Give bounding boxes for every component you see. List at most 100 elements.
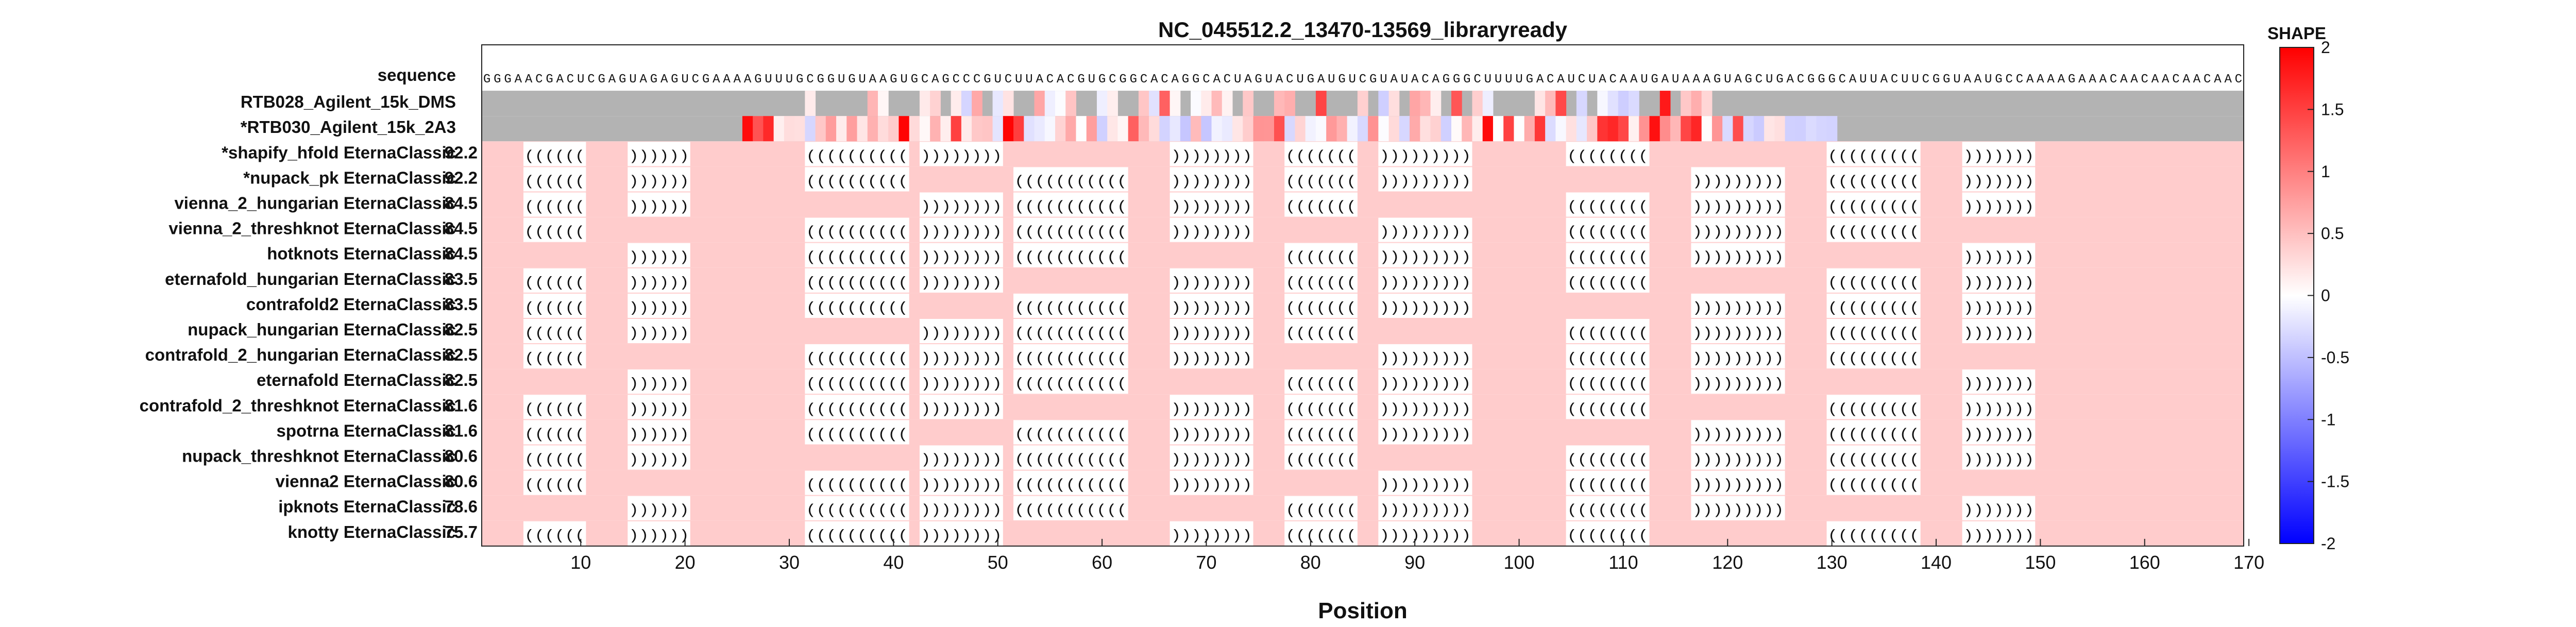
sequence-letter: G	[1182, 73, 1189, 87]
x-tick-label: 130	[1817, 552, 1848, 573]
sequence-letter: C	[1140, 73, 1147, 87]
paired-segment	[1013, 192, 1128, 217]
sequence-letter: A	[608, 73, 616, 87]
sequence-letter: U	[1484, 73, 1492, 87]
paired-segment	[1170, 217, 1253, 242]
paired-segment	[1378, 142, 1472, 166]
reactivity-cell	[1315, 91, 1327, 116]
paired-segment	[1566, 142, 1650, 166]
reactivity-cell	[919, 116, 930, 142]
paired-segment	[1284, 142, 1358, 166]
row-score: 92.2	[445, 143, 478, 162]
dot-bracket-segment: ))))))	[629, 174, 689, 190]
reactivity-cell	[794, 116, 805, 142]
sequence-letter: A	[1703, 73, 1711, 87]
reactivity-cell	[961, 116, 972, 142]
paired-segment	[1691, 293, 1785, 318]
sequence-letter: A	[660, 73, 668, 87]
reactivity-cell	[1430, 116, 1442, 142]
sequence-letter: U	[1088, 73, 1095, 87]
dot-bracket-segment: (((((((	[1285, 275, 1357, 291]
reactivity-cell	[1743, 116, 1754, 142]
sequence-letter: A	[2099, 73, 2107, 87]
paired-segment	[919, 344, 1003, 369]
dot-bracket-segment: )))))))	[1963, 326, 2035, 342]
reactivity-cell	[888, 116, 899, 142]
reactivity-cell	[992, 116, 1004, 142]
dot-bracket-segment: (((((((((((	[1014, 250, 1127, 266]
reactivity-cell	[1576, 116, 1587, 142]
x-tick-label: 10	[570, 552, 591, 573]
paired-segment	[523, 521, 586, 546]
reactivity-cell	[1368, 116, 1379, 142]
reactivity-cell	[972, 116, 982, 142]
paired-segment	[805, 243, 909, 267]
sequence-letter: C	[1473, 73, 1481, 87]
reactivity-cell	[982, 116, 993, 142]
sequence-letter: G	[796, 73, 803, 87]
dot-bracket-segment: ))))))))	[1171, 275, 1252, 291]
sequence-letter: C	[1286, 73, 1293, 87]
paired-segment	[1566, 243, 1650, 267]
paired-segment	[1284, 268, 1358, 293]
paired-segment	[1284, 243, 1358, 267]
dot-bracket-segment: ((((((	[524, 478, 585, 494]
dot-bracket-segment: )))))))))	[1692, 326, 1784, 342]
x-tick-label: 100	[1504, 552, 1535, 573]
reactivity-cell	[899, 116, 910, 142]
paired-segment	[919, 369, 1003, 394]
sequence-letter: A	[1974, 73, 1982, 87]
sequence-letter: G	[1119, 73, 1126, 87]
row-label: *nupack_pk EternaClassic	[243, 168, 456, 187]
sequence-letter: A	[1150, 73, 1158, 87]
dot-bracket-segment: ((((((	[524, 300, 585, 316]
dot-bracket-segment: )))))))	[1963, 275, 2035, 291]
dot-bracket-segment: (((((((((	[1828, 427, 1920, 443]
dot-bracket-segment: )))))))))	[1692, 503, 1784, 519]
reactivity-cell	[909, 116, 920, 142]
dot-bracket-segment: )))))))	[1963, 148, 2035, 164]
x-tick-label: 20	[675, 552, 696, 573]
dot-bracket-segment: (((((((((	[1828, 275, 1920, 291]
row-label: contrafold2 EternaClassic	[246, 295, 456, 314]
dot-bracket-segment: (((((((	[1285, 401, 1357, 417]
sequence-letter: G	[1776, 73, 1783, 87]
reactivity-cell	[1034, 116, 1045, 142]
structure-row-background	[482, 318, 2244, 344]
sequence-letter: G	[494, 73, 501, 87]
x-tick-label: 70	[1196, 552, 1216, 573]
dot-bracket-segment: ((((((((((	[806, 427, 908, 443]
reactivity-cell	[815, 116, 826, 142]
dot-bracket-segment: ((((((((	[1567, 275, 1649, 291]
sequence-letter: U	[1401, 73, 1408, 87]
dot-bracket-segment: ))))))))	[1171, 427, 1252, 443]
dot-bracket-segment: ))))))))	[921, 503, 1002, 519]
sequence-letter: A	[2120, 73, 2128, 87]
row-score: 81.6	[445, 396, 478, 415]
sequence-letter: C	[953, 73, 960, 87]
dot-bracket-segment: (((((((((	[1828, 401, 1920, 417]
colorbar-tick-label: -2	[2321, 534, 2335, 553]
reactivity-cell	[1691, 116, 1702, 142]
dot-bracket-segment: ((((((((((	[806, 351, 908, 367]
paired-segment	[1962, 243, 2036, 267]
reactivity-cell	[805, 91, 816, 116]
sequence-letter: A	[744, 73, 752, 87]
paired-segment	[805, 217, 909, 242]
x-tick-label: 120	[1712, 552, 1743, 573]
reactivity-cell	[1629, 91, 1639, 116]
dot-bracket-segment: ((((((((	[1567, 503, 1649, 519]
structure-row-background	[482, 217, 2244, 243]
sequence-letter: G	[817, 73, 824, 87]
paired-segment	[1962, 445, 2036, 470]
sequence-letter: G	[483, 73, 490, 87]
paired-segment	[805, 268, 909, 293]
reactivity-cell	[1493, 116, 1504, 142]
sequence-letter: C	[973, 73, 980, 87]
dot-bracket-segment: (((((((((	[1828, 452, 1920, 468]
dot-bracket-segment: ))))))))	[921, 199, 1002, 215]
reactivity-cell	[1201, 91, 1212, 116]
reactivity-cell	[1472, 116, 1483, 142]
paired-segment	[1826, 142, 1921, 166]
sequence-letter: G	[1453, 73, 1460, 87]
